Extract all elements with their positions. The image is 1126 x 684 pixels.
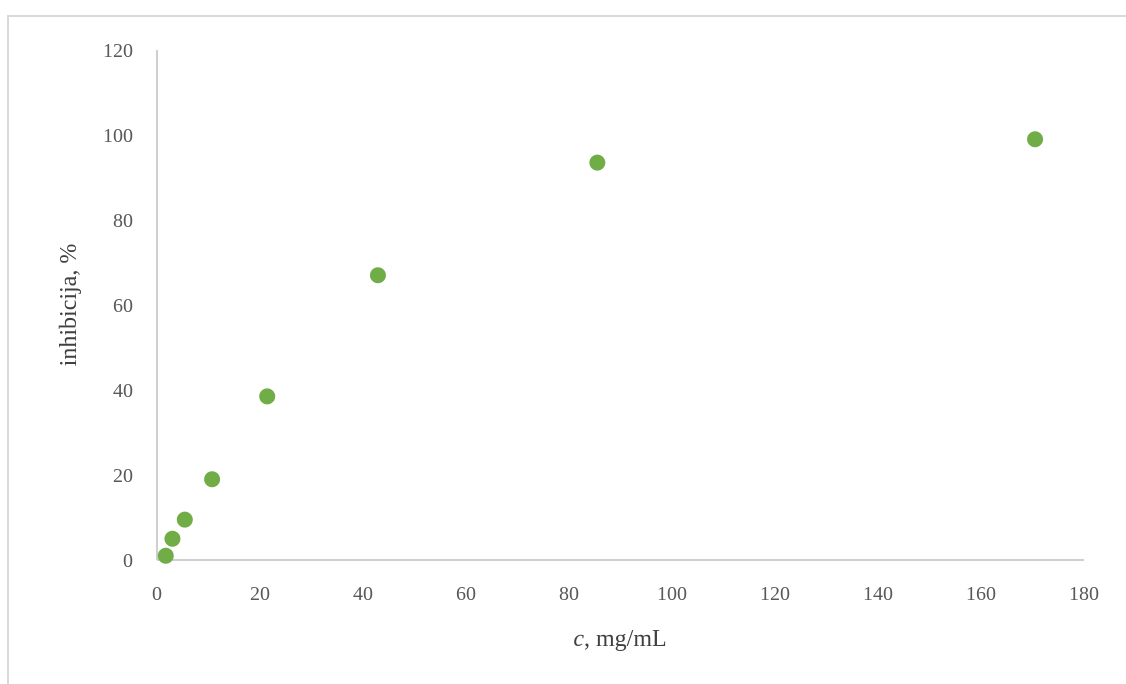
y-tick-label: 100 [103,125,133,147]
y-tick-label: 120 [103,40,133,62]
y-tick-label: 40 [113,380,133,402]
data-point [204,471,221,488]
data-point [176,511,193,528]
x-axis-title-unit: , mg/mL [584,626,667,652]
x-tick-label: 60 [456,583,476,605]
x-axis-ticks: 0 20 40 60 80 100 120 140 160 180 [152,583,1099,605]
y-tick-label: 20 [113,465,133,487]
x-tick-label: 20 [250,583,270,605]
x-tick-label: 180 [1069,583,1099,605]
y-tick-label: 80 [113,210,133,232]
x-axis-title: c, mg/mL [573,626,666,652]
data-point [589,154,606,171]
y-tick-label: 0 [123,550,133,572]
data-point [259,388,276,405]
y-axis-ticks: 0 20 40 60 80 100 120 [103,40,133,572]
x-tick-label: 40 [353,583,373,605]
data-point [369,267,386,284]
x-tick-label: 0 [152,583,162,605]
x-tick-label: 160 [966,583,996,605]
x-tick-label: 120 [760,583,790,605]
x-tick-label: 80 [559,583,579,605]
data-point [1027,131,1044,148]
data-points [157,131,1044,564]
data-point [157,547,174,564]
y-axis-title: inhibicija, % [56,244,82,367]
chart-frame [7,15,1126,684]
y-tick-label: 60 [113,295,133,317]
data-point [164,530,181,547]
x-tick-label: 140 [863,583,893,605]
x-axis-title-variable: c [573,626,584,652]
x-tick-label: 100 [657,583,687,605]
